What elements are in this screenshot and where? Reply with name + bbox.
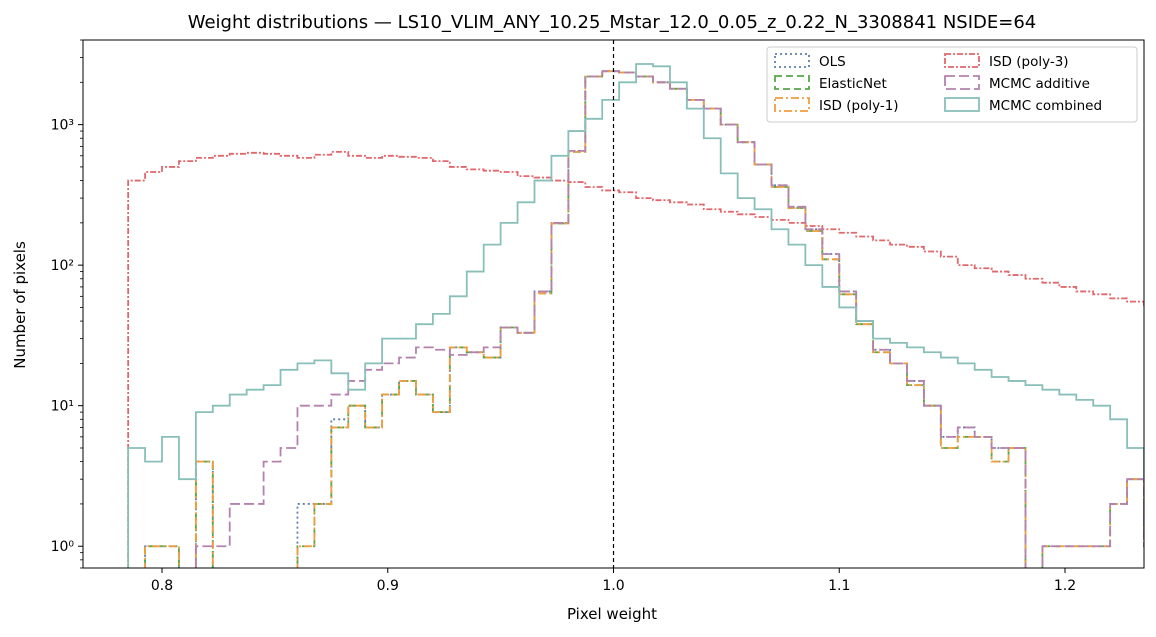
x-tick-label: 0.9: [377, 578, 399, 594]
series-mcmc-combined: [127, 63, 1144, 568]
x-axis-label: Pixel weight: [567, 605, 657, 623]
legend-box: [766, 46, 1138, 123]
series-isd-poly-3: [127, 150, 1144, 568]
series-isd-poly-1: [144, 70, 1144, 568]
series-ols: [144, 70, 1027, 568]
legend-label-elasticnet: ElasticNet: [819, 76, 887, 92]
x-tick-label: 1.2: [1054, 578, 1076, 594]
legend-swatch-isd-poly-1: [774, 97, 810, 112]
y-axis: 10⁰ 10¹ 10² 10³: [51, 39, 83, 569]
legend-label-isd-poly-1: ISD (poly-1): [819, 98, 899, 114]
x-axis: 0.8 0.9 1.0 1.1 1.2: [151, 568, 1076, 594]
series-layer: [127, 63, 1144, 568]
legend-label-mcmc-additive: MCMC additive: [989, 76, 1090, 92]
y-tick-label: 10⁰: [51, 539, 75, 555]
legend: OLS ElasticNet ISD (poly-1) ISD (poly-3) MCM…: [766, 46, 1138, 123]
y-axis-label: Number of pixels: [11, 241, 29, 369]
series-mcmc-additive: [194, 70, 1144, 568]
y-tick-label: 10³: [51, 118, 74, 134]
y-tick-label: 10¹: [51, 399, 74, 415]
legend-label-ols: OLS: [819, 54, 846, 70]
legend-swatch-mcmc-combined: [944, 97, 980, 112]
chart-title: Weight distributions — LS10_VLIM_ANY_10.…: [188, 12, 1037, 33]
legend-swatch-isd-poly-3: [944, 53, 980, 68]
legend-label-isd-poly-3: ISD (poly-3): [989, 54, 1069, 70]
x-tick-label: 0.8: [151, 578, 173, 594]
legend-label-mcmc-combined: MCMC combined: [989, 98, 1102, 114]
legend-swatch-ols: [774, 53, 810, 68]
x-tick-label: 1.0: [602, 578, 624, 594]
y-tick-label: 10²: [51, 258, 74, 274]
x-tick-label: 1.1: [828, 578, 850, 594]
legend-swatch-mcmc-additive: [944, 75, 980, 90]
legend-swatch-elasticnet: [774, 75, 810, 90]
series-elasticnet: [144, 70, 1144, 568]
